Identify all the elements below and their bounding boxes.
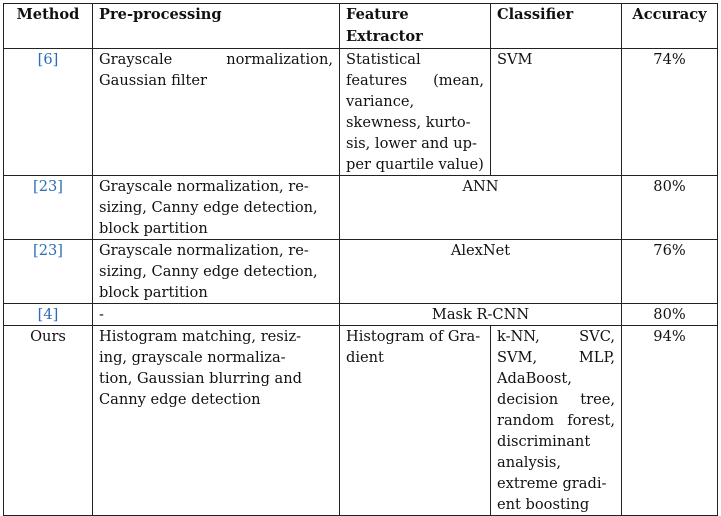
accuracy-cell: 80% [621, 175, 718, 240]
comparison-table: Method Pre-processing Feature Extractor … [3, 3, 718, 516]
table-row: [6] Grayscale normalization, Gaussian fi… [3, 48, 718, 176]
merged-model-cell: ANN [339, 175, 622, 240]
accuracy-cell: 74% [621, 48, 718, 176]
merged-model-cell: Mask R-CNN [339, 303, 622, 326]
header-preprocessing: Pre-processing [92, 3, 340, 49]
table-header-row: Method Pre-processing Feature Extractor … [3, 3, 718, 49]
header-feature-extractor: Feature Extractor [339, 3, 491, 49]
feature-extractor-text: Statistical features (mean, variance, sk… [346, 51, 484, 173]
table-row: [23] Grayscale normalization, re-sizing,… [3, 175, 718, 240]
classifier-cell: k-NN, SVC, SVM, MLP, AdaBoost, decision … [490, 325, 622, 516]
accuracy-cell: 76% [621, 239, 718, 304]
feature-extractor-cell: Statistical features (mean, variance, sk… [339, 48, 491, 176]
method-cell: [23] [3, 175, 93, 240]
merged-model-cell: AlexNet [339, 239, 622, 304]
preprocessing-cell: Histogram matching, resiz-ing, grayscale… [92, 325, 340, 516]
accuracy-cell: 94% [621, 325, 718, 516]
citation-link[interactable]: [23] [33, 178, 63, 195]
citation-link[interactable]: [6] [37, 51, 59, 68]
page: Method Pre-processing Feature Extractor … [3, 3, 718, 516]
preprocessing-cell: Grayscale normalization, re-sizing, Cann… [92, 175, 340, 240]
method-cell: [6] [3, 48, 93, 176]
citation-link[interactable]: [23] [33, 242, 63, 259]
preprocessing-cell: Grayscale normalization, Gaussian filter [92, 48, 340, 176]
method-cell: [4] [3, 303, 93, 326]
header-method: Method [3, 3, 93, 49]
preprocessing-cell: - [92, 303, 340, 326]
table-row: [23] Grayscale normalization, re-sizing,… [3, 239, 718, 304]
method-cell: [23] [3, 239, 93, 304]
table-row: [4] - Mask R-CNN 80% [3, 303, 718, 326]
classifier-cell: SVM [490, 48, 622, 176]
header-accuracy: Accuracy [621, 3, 718, 49]
method-cell: Ours [3, 325, 93, 516]
preprocessing-cell: Grayscale normalization, re-sizing, Cann… [92, 239, 340, 304]
citation-link[interactable]: [4] [37, 306, 59, 323]
accuracy-cell: 80% [621, 303, 718, 326]
header-classifier: Classifier [490, 3, 622, 49]
feature-extractor-cell: Histogram of Gra-dient [339, 325, 491, 516]
table-row: Ours Histogram matching, resiz-ing, gray… [3, 325, 718, 516]
